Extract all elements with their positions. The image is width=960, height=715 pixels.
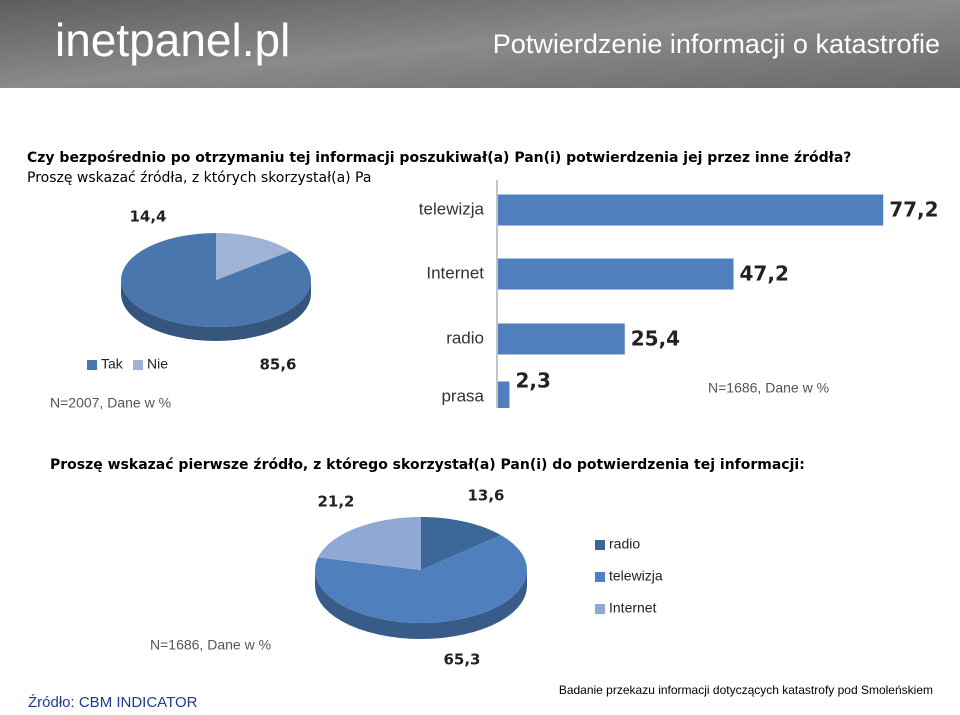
category-label: prasa: [441, 386, 484, 405]
slide-title: Potwierdzenie informacji o katastrofie: [493, 29, 940, 59]
pie-side: [121, 280, 311, 341]
footer: Badanie przekazu informacji dotyczących …: [559, 683, 933, 697]
pie-slice: [318, 517, 421, 570]
logo: inetpanel.pl: [55, 14, 290, 66]
legend-label: Internet: [609, 600, 657, 616]
pie-slice: [421, 517, 501, 570]
legend-swatch: [595, 572, 605, 582]
legend-swatch: [595, 604, 605, 614]
note: N=2007, Dane w %: [50, 395, 171, 411]
data-label: 14,4: [129, 208, 166, 226]
legend-swatch: [133, 360, 143, 370]
pie-slice: [121, 233, 311, 327]
data-label: 25,4: [631, 327, 680, 351]
category-label: radio: [446, 328, 484, 347]
legend-label: Nie: [147, 356, 168, 372]
bar: [498, 258, 734, 290]
legend-label: radio: [609, 536, 640, 552]
bar: [498, 323, 625, 355]
legend-label: telewizja: [609, 568, 663, 584]
category-label: telewizja: [419, 199, 485, 218]
legend-label: Tak: [101, 356, 124, 372]
data-label: 2,3: [515, 369, 550, 393]
bar: [498, 381, 510, 408]
bar-chart: telewizja 77,2 Internet 47,2 radio 25,4 prasa 2…: [419, 194, 939, 408]
question: Proszę wskazać pierwsze źródło, z któreg…: [50, 457, 805, 473]
data-label: 65,3: [443, 651, 480, 669]
source: Źródło: CBM INDICATOR: [28, 694, 198, 711]
category-label: Internet: [426, 263, 484, 282]
legend-swatch: [87, 360, 97, 370]
data-label: 77,2: [889, 198, 938, 222]
data-label: 21,2: [317, 493, 354, 511]
header-background: [0, 0, 960, 88]
pie-slice: [315, 535, 527, 623]
bar: [498, 194, 884, 226]
pie-side: [315, 570, 527, 639]
data-label: 47,2: [740, 262, 789, 286]
data-label: 13,6: [467, 487, 504, 505]
question: Czy bezpośrednio po otrzymaniu tej infor…: [27, 150, 851, 166]
pie-slice: [216, 233, 291, 280]
note: N=1686, Dane w %: [708, 380, 829, 396]
note: N=1686, Dane w %: [150, 637, 271, 653]
question: Proszę wskazać źródła, z których skorzys…: [27, 170, 371, 186]
legend-swatch: [595, 540, 605, 550]
data-label: 85,6: [259, 356, 296, 374]
